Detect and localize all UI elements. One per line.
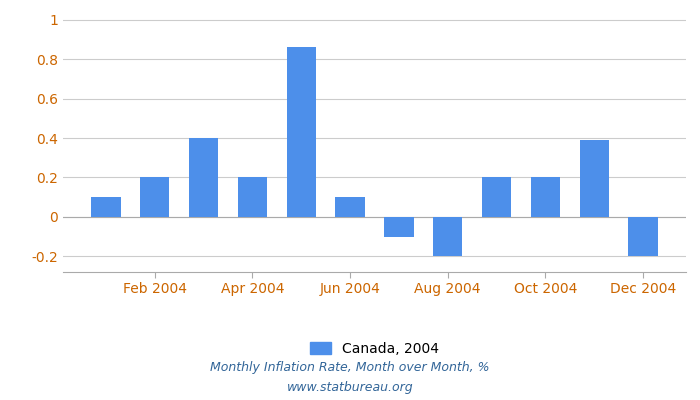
Bar [91, 197, 120, 217]
Text: Monthly Inflation Rate, Month over Month, %: Monthly Inflation Rate, Month over Month… [210, 362, 490, 374]
Bar [629, 217, 658, 256]
Bar [286, 48, 316, 217]
Bar [238, 178, 267, 217]
Bar [384, 217, 414, 236]
Bar [580, 140, 609, 217]
Bar [140, 178, 169, 217]
Bar [482, 178, 511, 217]
Legend: Canada, 2004: Canada, 2004 [304, 336, 444, 361]
Text: www.statbureau.org: www.statbureau.org [287, 382, 413, 394]
Bar [531, 178, 560, 217]
Bar [189, 138, 218, 217]
Bar [335, 197, 365, 217]
Bar [433, 217, 463, 256]
